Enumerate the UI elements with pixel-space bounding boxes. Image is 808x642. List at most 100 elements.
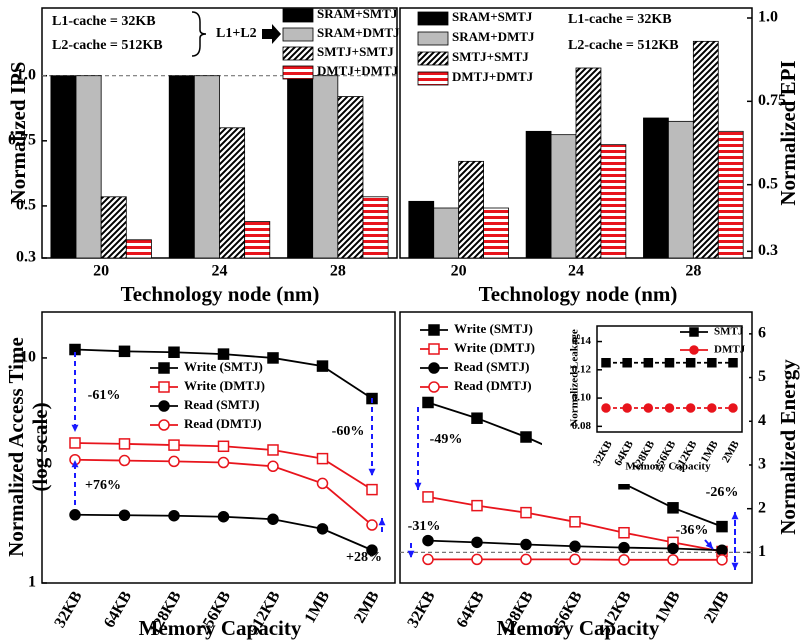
data-point	[520, 431, 532, 443]
y-tick-label: 0.3	[758, 242, 778, 259]
data-point	[685, 357, 696, 368]
legend-label: SMTJ	[714, 326, 744, 338]
legend-swatch	[282, 46, 314, 61]
annotation: L1-cache = 32KB	[568, 12, 672, 27]
legend-swatch	[417, 51, 449, 66]
data-point	[217, 456, 230, 469]
x-axis-label: Technology node (nm)	[121, 282, 320, 306]
y-tick-label: 0.75	[758, 92, 786, 109]
data-point	[643, 403, 654, 413]
legend-label: DMTJ+DMTJ	[317, 63, 399, 78]
data-point	[471, 553, 483, 566]
x-axis-label: Memory Capacity	[625, 461, 711, 473]
data-point	[707, 357, 717, 368]
data-point	[217, 348, 230, 360]
arrow-head	[368, 468, 376, 476]
data-point	[716, 544, 728, 556]
legend-label: SRAM+SMTJ	[317, 6, 398, 21]
x-tick-label: 20	[93, 263, 109, 280]
legend-label: Write (DMTJ)	[184, 378, 265, 393]
arrow-head	[414, 482, 422, 490]
data-point	[618, 526, 630, 539]
data-point	[316, 523, 329, 535]
bar	[458, 160, 484, 259]
legend-swatch	[282, 65, 314, 80]
x-tick-label: 24	[568, 263, 584, 280]
data-point	[520, 538, 532, 551]
annotation: L2-cache = 512KB	[568, 38, 679, 53]
legend-label: SMTJ+SMTJ	[452, 49, 529, 64]
data-point	[667, 542, 679, 555]
arrow-head	[378, 518, 386, 526]
data-point	[520, 553, 532, 566]
arrow-head	[731, 512, 739, 520]
legend-label: Read (SMTJ)	[454, 359, 529, 374]
bar	[287, 75, 314, 259]
plot-frame	[41, 311, 396, 584]
bar	[219, 127, 246, 259]
data-point	[267, 444, 279, 456]
y-tick-label: 1	[758, 543, 766, 560]
data-point	[685, 403, 696, 413]
bar	[483, 207, 509, 259]
legend-label: Read (SMTJ)	[184, 397, 259, 412]
annotation: -60%	[332, 424, 365, 439]
annotation: -36%	[676, 523, 709, 538]
data-point	[69, 509, 81, 521]
bar	[668, 120, 694, 259]
plot-frame	[399, 311, 753, 584]
data-point	[520, 506, 532, 519]
plot-frame	[596, 325, 743, 433]
data-point	[168, 346, 180, 358]
y-axis-label: (log scale)	[28, 402, 52, 491]
data-point	[366, 483, 378, 496]
brace	[191, 11, 207, 57]
y-tick-label: 0.75	[8, 131, 36, 148]
bar	[168, 75, 195, 259]
legend-label: SRAM+DMTJ	[452, 29, 535, 44]
bar	[600, 144, 627, 259]
bar	[100, 196, 127, 259]
bar	[125, 239, 152, 259]
data-point	[622, 403, 632, 413]
data-point	[601, 403, 611, 413]
bar	[550, 134, 577, 259]
data-point	[366, 544, 378, 556]
legend-marker	[428, 343, 440, 355]
data-point	[471, 536, 483, 549]
y-tick-label: 0.5	[16, 197, 36, 214]
data-point	[422, 534, 434, 547]
y-tick-label: 5	[758, 368, 766, 385]
annotation: L1-cache = 32KB	[52, 14, 156, 29]
data-point	[118, 438, 131, 450]
legend-label: Write (SMTJ)	[454, 321, 533, 336]
data-point	[716, 520, 728, 533]
data-point	[168, 455, 180, 468]
bar	[337, 96, 364, 259]
bar	[362, 196, 389, 259]
legend-marker	[158, 419, 170, 431]
arrow-head	[705, 541, 713, 549]
y-tick-label: 4	[758, 412, 766, 429]
bar	[575, 67, 602, 259]
data-point	[422, 491, 434, 503]
legend-label: DMTJ	[714, 344, 746, 356]
bar	[50, 75, 77, 259]
bar	[643, 117, 669, 259]
y-tick-label: 6	[758, 325, 766, 342]
legend-label: Write (SMTJ)	[184, 359, 263, 374]
y-tick-label: 1.0	[758, 9, 778, 26]
annotation: L2-cache = 512KB	[52, 38, 163, 53]
bar	[692, 40, 719, 259]
y-tick-label: 0.14	[572, 335, 592, 347]
data-point	[728, 403, 738, 413]
arrow-icon	[262, 24, 281, 44]
bar	[525, 130, 552, 259]
bar	[244, 221, 271, 259]
data-point	[716, 554, 728, 566]
data-point	[217, 510, 230, 523]
legend-label: Write (DMTJ)	[454, 340, 535, 355]
legend-label: Read (DMTJ)	[454, 378, 532, 393]
legend-label: SRAM+DMTJ	[317, 25, 400, 40]
y-tick-label: 3	[758, 456, 766, 473]
